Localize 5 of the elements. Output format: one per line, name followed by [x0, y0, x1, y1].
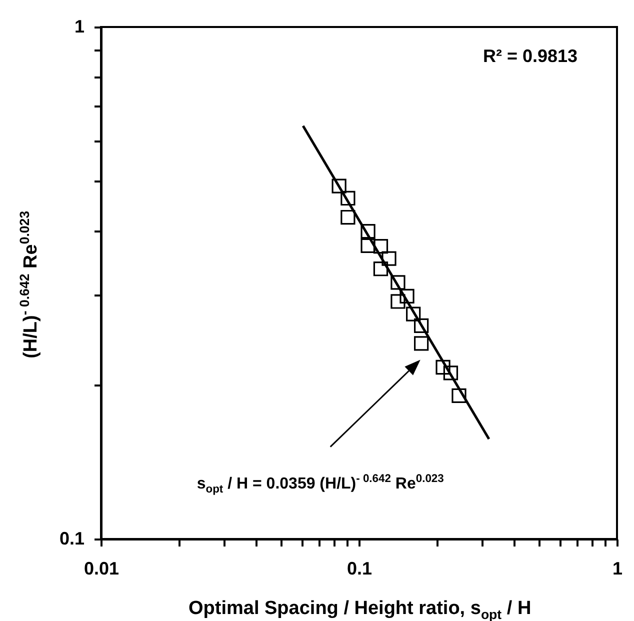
- annotation: R² = 0.9813: [483, 46, 578, 67]
- annotation: s$_{opt}$ / H = 0.0359 (H/L)$^{- 0.642}$ Re$^{0.023}$: [196, 472, 444, 496]
- x-tick-label: 0.1: [346, 558, 372, 578]
- x-tick-label: 0.01: [84, 558, 120, 578]
- x-tick-label: 1: [612, 558, 623, 578]
